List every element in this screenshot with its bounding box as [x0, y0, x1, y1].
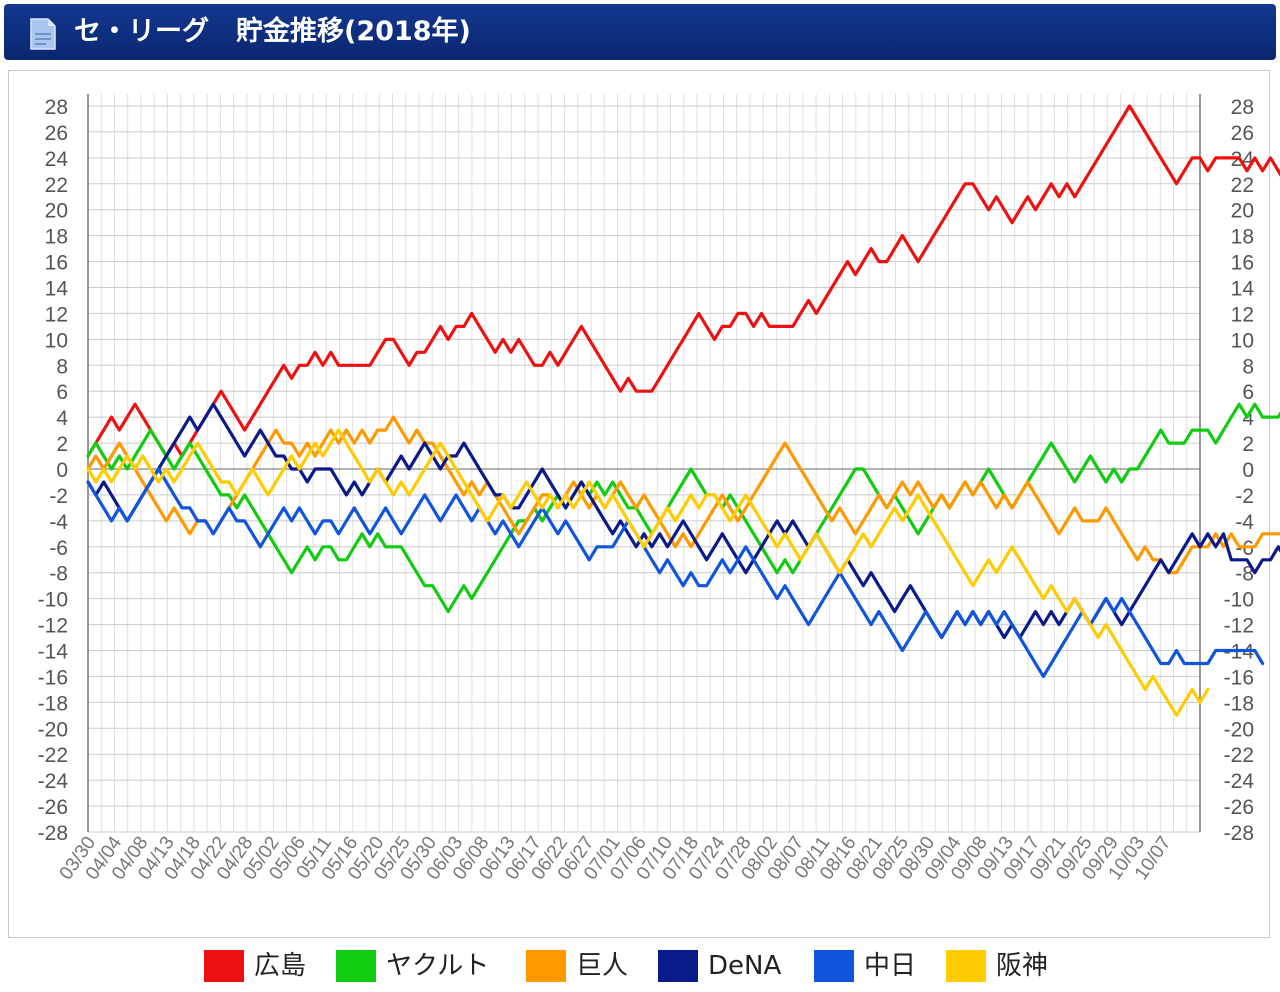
y-tick-label-right: -16	[1224, 666, 1254, 689]
chart-legend: 広島 ヤクルト 巨人 DeNA 中日 阪神	[0, 944, 1280, 988]
document-icon	[30, 18, 56, 50]
y-tick-label-left: -6	[49, 537, 68, 560]
legend-swatch	[336, 950, 376, 982]
legend-swatch	[946, 950, 986, 982]
y-tick-label-right: 6	[1242, 381, 1254, 404]
y-tick-label-right: -2	[1235, 485, 1254, 508]
legend-label: ヤクルト	[386, 951, 490, 981]
y-tick-label-right: 22	[1231, 174, 1254, 197]
y-tick-label-right: 0	[1242, 459, 1254, 482]
y-tick-label-left: 0	[56, 459, 68, 482]
y-tick-label-left: 2	[56, 433, 68, 456]
y-tick-label-left: 20	[45, 200, 68, 223]
y-tick-label-right: -10	[1224, 589, 1254, 612]
y-tick-label-left: 26	[45, 122, 68, 145]
y-tick-label-right: 14	[1231, 278, 1255, 301]
y-tick-label-right: 8	[1242, 355, 1254, 378]
y-tick-label-right: 2	[1242, 433, 1254, 456]
chart-header: セ・リーグ 貯金推移(2018年)	[4, 4, 1276, 60]
y-tick-label-left: 14	[45, 278, 69, 301]
y-tick-label-left: 4	[56, 407, 68, 430]
series-line	[86, 428, 1210, 717]
y-tick-label-left: 24	[45, 148, 69, 171]
legend-label: 阪神	[996, 951, 1049, 981]
legend-swatch	[526, 950, 566, 982]
y-tick-label-left: -22	[38, 744, 68, 767]
y-tick-label-right: -18	[1224, 692, 1254, 715]
y-tick-label-left: -4	[49, 511, 68, 534]
y-tick-label-left: -8	[49, 563, 68, 586]
y-tick-label-right: -26	[1224, 796, 1254, 819]
y-tick-label-right: -24	[1224, 770, 1255, 793]
y-tick-label-left: -14	[38, 641, 69, 664]
y-tick-label-left: -2	[49, 485, 68, 508]
series-line	[86, 415, 1280, 575]
y-tick-label-left: -20	[38, 718, 68, 741]
y-tick-label-right: 20	[1231, 200, 1254, 223]
y-tick-label-left: 22	[45, 174, 68, 197]
y-tick-label-right: 18	[1231, 226, 1254, 249]
y-tick-label-right: -28	[1224, 822, 1254, 845]
y-tick-label-right: -12	[1224, 615, 1254, 638]
legend-label: 広島	[254, 951, 307, 981]
y-tick-label-left: -10	[38, 589, 68, 612]
y-tick-label-right: 26	[1231, 122, 1254, 145]
y-tick-label-left: -26	[38, 796, 68, 819]
series-line	[86, 104, 1280, 458]
y-tick-label-left: -28	[38, 822, 68, 845]
y-tick-label-right: 28	[1231, 96, 1254, 119]
y-tick-label-left: 16	[45, 252, 68, 275]
y-tick-label-right: -4	[1235, 511, 1254, 534]
page-title: セ・リーグ 貯金推移(2018年)	[74, 16, 471, 47]
legend-label: 中日	[864, 951, 917, 981]
legend-label: DeNA	[708, 951, 782, 981]
y-tick-label-right: -22	[1224, 744, 1254, 767]
legend-swatch	[814, 950, 854, 982]
y-tick-label-left: 12	[45, 303, 68, 326]
y-tick-label-left: -12	[38, 615, 68, 638]
y-tick-label-right: 16	[1231, 252, 1254, 275]
legend-swatch	[204, 950, 244, 982]
series-line	[86, 467, 1265, 679]
y-tick-label-right: 12	[1231, 303, 1254, 326]
y-tick-label-left: -24	[38, 770, 69, 793]
y-tick-label-left: 18	[45, 226, 68, 249]
y-tick-label-left: 10	[45, 329, 68, 352]
y-tick-label-left: -16	[38, 666, 68, 689]
y-tick-label-right: -8	[1235, 563, 1254, 586]
legend-swatch	[658, 950, 698, 982]
y-tick-label-left: 8	[56, 355, 68, 378]
y-tick-label-left: 6	[56, 381, 68, 404]
y-tick-label-right: 10	[1231, 329, 1254, 352]
y-tick-label-left: -18	[38, 692, 68, 715]
legend-label: 巨人	[576, 951, 629, 981]
y-tick-label-right: -20	[1224, 718, 1254, 741]
y-tick-label-left: 28	[45, 96, 68, 119]
y-tick-label-right: 24	[1231, 148, 1255, 171]
